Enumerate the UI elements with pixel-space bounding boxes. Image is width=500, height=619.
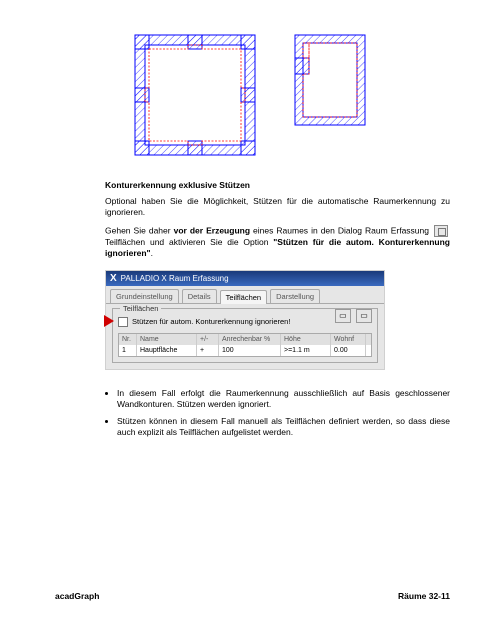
tool-button-a[interactable]: ▭ xyxy=(335,309,351,323)
areas-table: Nr. Name +/- Anrechenbar % Höhe Wohnf 1 … xyxy=(118,333,372,357)
dialog-titlebar: X PALLADIO X Raum Erfassung xyxy=(106,271,384,286)
th-pm: +/- xyxy=(197,334,219,345)
red-arrow-marker xyxy=(104,315,114,327)
ignore-columns-checkbox[interactable] xyxy=(118,317,128,327)
text-frag: eines Raumes in den Dialog Raum Erfassun… xyxy=(250,225,432,235)
dialog-screenshot: X PALLADIO X Raum Erfassung Grundeinstel… xyxy=(105,270,385,370)
table-header: Nr. Name +/- Anrechenbar % Höhe Wohnf xyxy=(119,334,371,345)
td-pm: + xyxy=(197,345,219,356)
th-wohnf: Wohnf xyxy=(331,334,366,345)
text-frag: Gehen Sie daher xyxy=(105,225,174,235)
footer-left: acadGraph xyxy=(55,591,99,601)
td-wohnf: 0.00 xyxy=(331,345,366,356)
th-hoehe: Höhe xyxy=(281,334,331,345)
th-nr: Nr. xyxy=(119,334,137,345)
text-frag: Teilflächen und aktivieren Sie die Optio… xyxy=(105,237,273,247)
dialog-title-text: PALLADIO X Raum Erfassung xyxy=(121,274,229,283)
th-name: Name xyxy=(137,334,197,345)
groupbox-title: Teilflächen xyxy=(120,304,161,313)
tab-grundeinstellung[interactable]: Grundeinstellung xyxy=(110,289,179,303)
bullet-item: In diesem Fall erfolgt die Raumerkennung… xyxy=(117,388,450,411)
paragraph-optional: Optional haben Sie die Möglichkeit, Stüt… xyxy=(105,196,450,219)
tool-button-b[interactable]: ▭ xyxy=(356,309,372,323)
checkbox-row: Stützen für autom. Konturerkennung ignor… xyxy=(118,317,332,327)
section-title: Konturerkennung exklusive Stützen xyxy=(105,180,450,190)
groupbox-tools: ▭ ▭ xyxy=(332,309,372,323)
td-nr: 1 xyxy=(119,345,137,356)
tab-darstellung[interactable]: Darstellung xyxy=(270,289,320,303)
td-anrechenbar: 100 xyxy=(219,345,281,356)
bullet-item: Stützen können in diesem Fall manuell al… xyxy=(117,416,450,439)
dialog-icon xyxy=(434,225,448,237)
tab-details[interactable]: Details xyxy=(182,289,217,303)
diagram-room-with-columns xyxy=(130,30,260,160)
dialog-tabs: Grundeinstellung Details Teilflächen Dar… xyxy=(106,286,384,304)
dialog-body: Teilflächen ▭ ▭ Stützen für autom. Kontu… xyxy=(106,304,384,369)
th-anrechenbar: Anrechenbar % xyxy=(219,334,281,345)
text-frag: . xyxy=(151,248,153,258)
page-footer: acadGraph Räume 32-11 xyxy=(55,591,450,601)
checkbox-label: Stützen für autom. Konturerkennung ignor… xyxy=(132,317,290,326)
floorplan-diagrams xyxy=(130,30,450,160)
footer-right: Räume 32-11 xyxy=(398,591,450,601)
groupbox-teilflaechen: Teilflächen ▭ ▭ Stützen für autom. Kontu… xyxy=(112,308,378,363)
tab-teilflaechen[interactable]: Teilflächen xyxy=(220,290,267,304)
td-name: Hauptfläche xyxy=(137,345,197,356)
paragraph-instruction: Gehen Sie daher vor der Erzeugung eines … xyxy=(105,225,450,260)
app-x-icon: X xyxy=(110,273,117,284)
diagram-simple-room xyxy=(290,30,370,130)
text-bold-vor: vor der Erzeugung xyxy=(174,225,250,235)
table-row[interactable]: 1 Hauptfläche + 100 >=1.1 m 0.00 xyxy=(119,345,371,356)
bullet-list: In diesem Fall erfolgt die Raumerkennung… xyxy=(105,388,450,439)
td-hoehe: >=1.1 m xyxy=(281,345,331,356)
